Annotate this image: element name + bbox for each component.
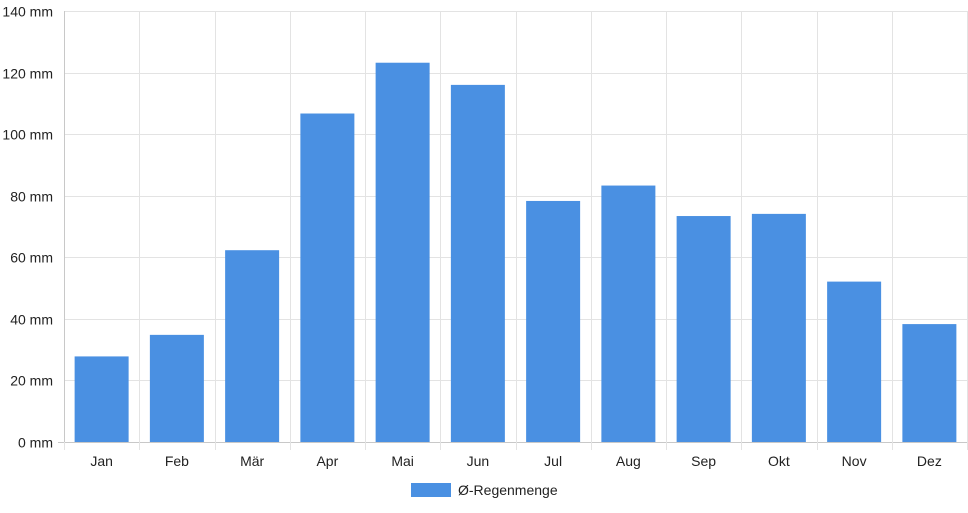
y-tick-label: 140 mm [2,4,53,20]
bar-mär[interactable] [225,250,280,442]
x-tick-label: Mär [240,453,264,469]
y-tick-label: 120 mm [2,66,53,82]
bar-jul[interactable] [526,200,581,442]
y-tick-label: 20 mm [10,373,53,389]
legend[interactable]: Ø-Regenmenge [411,482,558,498]
y-tick-labels: 0 mm 20 mm 40 mm 60 mm 80 mm 100 mm 120 mm 140 … [2,4,53,451]
axes [58,11,968,450]
bar-okt[interactable] [751,213,806,442]
x-tick-label: Feb [165,453,189,469]
bar-feb[interactable] [149,334,204,442]
x-tick-label: Jan [90,453,113,469]
y-tick-label: 80 mm [10,189,53,205]
bar-jun[interactable] [450,84,505,442]
bar-mai[interactable] [375,62,430,442]
x-tick-label: Dez [917,453,942,469]
grid-lines [64,11,968,442]
y-tick-label: 60 mm [10,250,53,266]
legend-swatch[interactable] [411,483,451,497]
x-tick-label: Okt [768,453,790,469]
y-tick-label: 0 mm [18,435,53,451]
x-tick-labels: Jan Feb Mär Apr Mai Jun Jul Aug Sep Okt Nov Dez [90,453,941,469]
x-tick-label: Jul [544,453,562,469]
x-tick-label: Apr [316,453,338,469]
x-tick-label: Aug [616,453,641,469]
x-tick-label: Sep [691,453,716,469]
x-tick-label: Jun [467,453,490,469]
y-tick-label: 100 mm [2,127,53,143]
bar-aug[interactable] [601,185,656,442]
bar-sep[interactable] [676,216,731,442]
bar-dez[interactable] [902,324,957,442]
bar-series [74,62,957,443]
bar-jan[interactable] [74,356,129,442]
legend-label[interactable]: Ø-Regenmenge [458,482,558,498]
bar-nov[interactable] [827,281,882,442]
x-tick-label: Nov [842,453,867,469]
x-tick-label: Mai [391,453,414,469]
bar-apr[interactable] [300,113,355,443]
y-tick-label: 40 mm [10,312,53,328]
